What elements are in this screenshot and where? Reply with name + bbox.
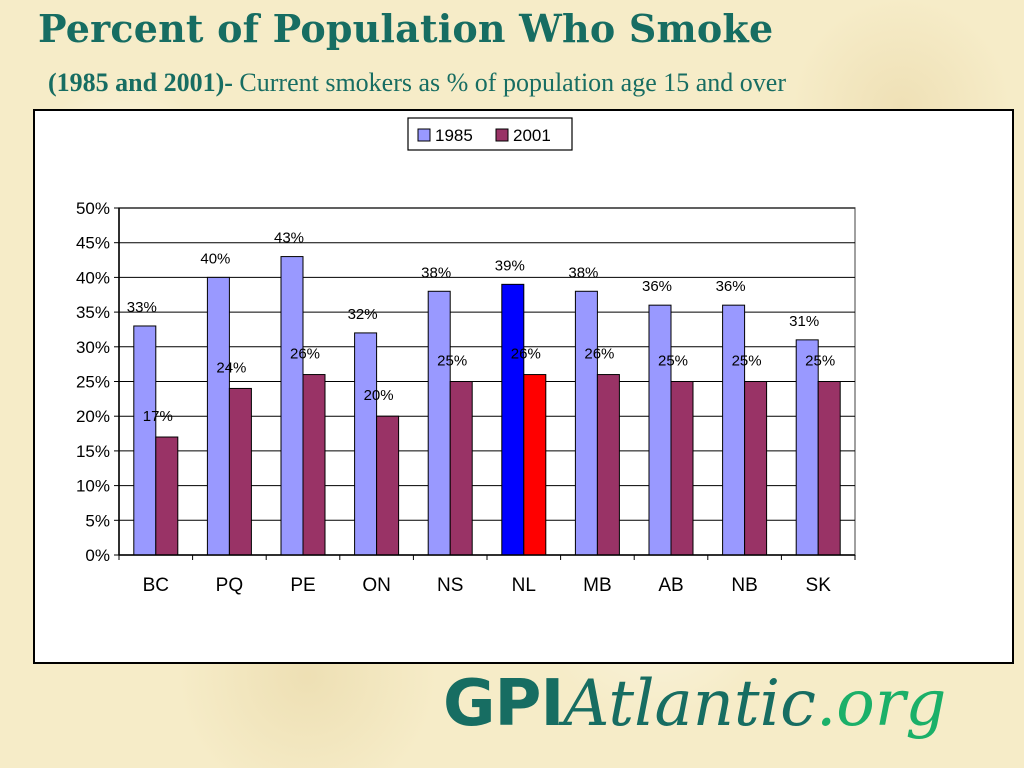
x-tick-label: MB bbox=[583, 575, 612, 596]
data-label-1985: 39% bbox=[495, 257, 525, 274]
y-tick-label: 45% bbox=[76, 234, 110, 253]
legend-label-1985: 1985 bbox=[435, 126, 473, 145]
y-tick-label: 35% bbox=[76, 303, 110, 322]
bar-2001 bbox=[449, 381, 473, 556]
bar-1985 bbox=[280, 256, 304, 556]
data-label-1985: 32% bbox=[348, 306, 378, 323]
y-tick-label: 5% bbox=[85, 511, 110, 530]
x-tick-label: NS bbox=[437, 575, 463, 596]
page-title: Percent of Population Who Smoke bbox=[38, 6, 774, 51]
legend-swatch-2001 bbox=[495, 128, 509, 142]
x-tick-label: PQ bbox=[216, 575, 243, 596]
y-tick-label: 40% bbox=[76, 268, 110, 287]
x-tick-label: NB bbox=[731, 575, 757, 596]
bar-2001 bbox=[376, 415, 400, 556]
bar-chart: 0% 5% 10% 15% 20% 25% 30% 35% 40% 45% 50% BC PQ PE ON N… bbox=[76, 117, 856, 596]
bar-1985 bbox=[648, 304, 672, 556]
x-tick-label: ON bbox=[362, 575, 391, 596]
legend-swatch-1985 bbox=[417, 128, 431, 142]
x-tick-label: PE bbox=[290, 575, 315, 596]
bar-2001 bbox=[670, 381, 694, 556]
data-label-2001: 25% bbox=[805, 353, 835, 370]
bar-2001 bbox=[744, 381, 768, 556]
bar-1985 bbox=[427, 290, 451, 556]
bar-1985 bbox=[574, 290, 598, 556]
logo-gpi: GPI bbox=[443, 667, 564, 741]
data-label-1985: 40% bbox=[200, 250, 230, 267]
bar-1985 bbox=[133, 325, 157, 556]
data-label-2001: 24% bbox=[216, 359, 246, 376]
legend-box bbox=[407, 117, 573, 151]
bar-2001 bbox=[596, 374, 620, 556]
y-tick-label: 20% bbox=[76, 407, 110, 426]
logo-org: .org bbox=[815, 667, 947, 741]
gpi-atlantic-logo: GPIAtlantic.org bbox=[443, 664, 946, 744]
data-label-2001: 26% bbox=[290, 346, 320, 363]
data-label-1985: 31% bbox=[789, 313, 819, 330]
data-label-2001: 26% bbox=[584, 346, 614, 363]
y-tick-label: 50% bbox=[76, 199, 110, 218]
data-label-2001: 26% bbox=[511, 346, 541, 363]
bar-2001 bbox=[523, 374, 547, 556]
data-label-1985: 36% bbox=[716, 278, 746, 295]
data-labels: 33% 17% 40% 24% 43% 26% 32% 20% 38% 25% 39% 26% 38% 2… bbox=[127, 230, 835, 425]
data-label-1985: 38% bbox=[568, 264, 598, 281]
y-tick-label: 10% bbox=[76, 477, 110, 496]
bar-2001 bbox=[228, 387, 252, 556]
bar-1985 bbox=[354, 332, 378, 556]
bar-2001 bbox=[302, 374, 326, 556]
logo-atlantic: Atlantic bbox=[563, 667, 816, 741]
x-tick-label: SK bbox=[806, 575, 832, 596]
data-label-2001: 25% bbox=[437, 353, 467, 370]
subtitle-years: (1985 and 2001)- bbox=[48, 68, 233, 97]
y-tick-label: 30% bbox=[76, 338, 110, 357]
subtitle-description: Current smokers as % of population age 1… bbox=[239, 68, 786, 97]
y-tick-label: 0% bbox=[85, 546, 110, 565]
bar-1985 bbox=[795, 339, 819, 556]
bars-group bbox=[133, 256, 841, 556]
axes: 0% 5% 10% 15% 20% 25% 30% 35% 40% 45% 50% BC PQ PE ON N… bbox=[76, 199, 856, 596]
x-tick-label: BC bbox=[143, 575, 169, 596]
x-tick-label: AB bbox=[658, 575, 683, 596]
bar-1985 bbox=[722, 304, 746, 556]
data-label-2001: 20% bbox=[364, 387, 394, 404]
data-label-1985: 43% bbox=[274, 230, 304, 247]
bar-2001 bbox=[817, 381, 841, 556]
data-label-1985: 38% bbox=[421, 264, 451, 281]
y-tick-label: 15% bbox=[76, 442, 110, 461]
bar-1985 bbox=[501, 283, 525, 556]
chart-frame: 0% 5% 10% 15% 20% 25% 30% 35% 40% 45% 50% BC PQ PE ON N… bbox=[33, 109, 1014, 664]
data-label-2001: 25% bbox=[658, 353, 688, 370]
data-label-1985: 36% bbox=[642, 278, 672, 295]
bar-2001 bbox=[155, 436, 179, 556]
legend: 1985 2001 bbox=[407, 117, 573, 151]
page-subtitle: (1985 and 2001)- Current smokers as % of… bbox=[48, 68, 786, 98]
y-tick-label: 25% bbox=[76, 373, 110, 392]
legend-label-2001: 2001 bbox=[513, 126, 551, 145]
x-tick-label: NL bbox=[512, 575, 536, 596]
data-label-1985: 33% bbox=[127, 299, 157, 316]
data-label-2001: 17% bbox=[143, 408, 173, 425]
bar-1985 bbox=[206, 276, 230, 556]
data-label-2001: 25% bbox=[732, 353, 762, 370]
